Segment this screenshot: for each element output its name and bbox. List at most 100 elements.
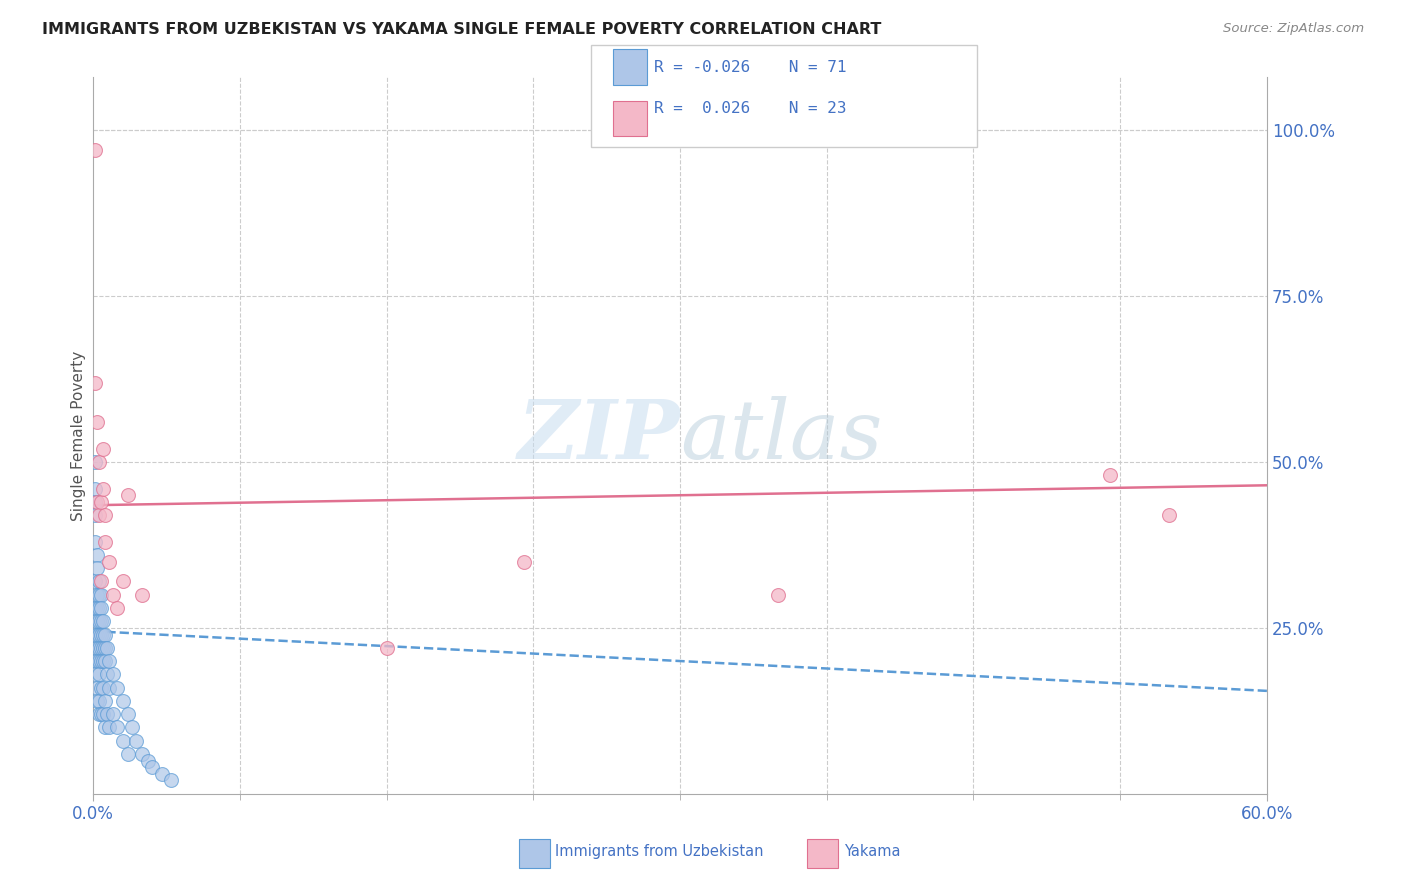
Point: [87, 574, 110, 589]
Point: [86, 561, 108, 575]
Point: [94, 694, 117, 708]
Text: atlas: atlas: [681, 395, 883, 475]
Point: [121, 720, 143, 734]
Point: [96, 667, 118, 681]
Point: [766, 588, 789, 602]
Point: [86, 681, 108, 695]
Point: [117, 747, 139, 761]
Point: [84, 482, 107, 496]
Point: [87, 667, 110, 681]
Point: [101, 707, 124, 722]
Point: [97, 555, 120, 569]
Point: [94, 508, 117, 523]
Point: [94, 534, 117, 549]
Point: [90, 601, 112, 615]
Text: Immigrants from Uzbekistan: Immigrants from Uzbekistan: [555, 844, 763, 859]
Point: [117, 707, 139, 722]
Point: [94, 627, 117, 641]
Point: [87, 601, 110, 615]
Point: [96, 640, 118, 655]
Text: Source: ZipAtlas.com: Source: ZipAtlas.com: [1223, 22, 1364, 36]
Y-axis label: Single Female Poverty: Single Female Poverty: [72, 351, 86, 521]
Point: [91, 640, 114, 655]
Point: [86, 495, 108, 509]
Point: [111, 694, 134, 708]
Point: [97, 654, 120, 668]
Point: [1099, 468, 1122, 483]
Point: [87, 508, 110, 523]
Point: [160, 773, 183, 788]
Text: R = -0.026    N = 71: R = -0.026 N = 71: [654, 60, 846, 75]
Point: [141, 760, 163, 774]
Point: [90, 707, 112, 722]
Point: [86, 588, 108, 602]
Text: ZIP: ZIP: [517, 395, 681, 475]
Point: [91, 681, 114, 695]
Point: [86, 415, 108, 429]
Point: [84, 627, 107, 641]
Point: [94, 720, 117, 734]
Point: [87, 455, 110, 469]
Point: [1159, 508, 1181, 523]
Text: IMMIGRANTS FROM UZBEKISTAN VS YAKAMA SINGLE FEMALE POVERTY CORRELATION CHART: IMMIGRANTS FROM UZBEKISTAN VS YAKAMA SIN…: [42, 22, 882, 37]
Point: [105, 681, 128, 695]
Point: [90, 640, 112, 655]
Point: [87, 640, 110, 655]
Point: [111, 574, 134, 589]
Point: [90, 574, 112, 589]
Point: [86, 548, 108, 562]
Point: [512, 555, 534, 569]
Point: [90, 654, 112, 668]
Point: [150, 766, 173, 780]
Point: [96, 707, 118, 722]
Point: [90, 681, 112, 695]
Point: [86, 694, 108, 708]
Point: [91, 614, 114, 628]
Point: [84, 376, 107, 390]
Point: [84, 455, 107, 469]
Point: [91, 654, 114, 668]
Point: [84, 508, 107, 523]
Point: [87, 588, 110, 602]
Point: [97, 720, 120, 734]
Point: [375, 640, 398, 655]
Point: [91, 482, 114, 496]
Point: [91, 442, 114, 456]
Point: [94, 640, 117, 655]
Point: [105, 601, 128, 615]
Point: [84, 574, 107, 589]
Point: [117, 488, 139, 502]
Point: [87, 694, 110, 708]
Point: [86, 601, 108, 615]
Point: [87, 654, 110, 668]
Point: [131, 588, 153, 602]
Point: [84, 654, 107, 668]
Point: [90, 495, 112, 509]
Point: [91, 707, 114, 722]
Point: [86, 640, 108, 655]
Point: [84, 534, 107, 549]
Point: [86, 627, 108, 641]
Point: [105, 720, 128, 734]
Point: [87, 627, 110, 641]
Point: [84, 667, 107, 681]
Point: [125, 733, 148, 747]
Point: [101, 667, 124, 681]
Point: [97, 681, 120, 695]
Point: [131, 747, 153, 761]
Point: [90, 588, 112, 602]
Text: Yakama: Yakama: [844, 844, 900, 859]
Point: [87, 614, 110, 628]
Point: [91, 627, 114, 641]
Point: [90, 627, 112, 641]
Point: [84, 495, 107, 509]
Point: [136, 754, 159, 768]
Point: [101, 588, 124, 602]
Point: [84, 601, 107, 615]
Point: [84, 144, 107, 158]
Point: [86, 614, 108, 628]
Point: [111, 733, 134, 747]
Point: [86, 654, 108, 668]
Text: R =  0.026    N = 23: R = 0.026 N = 23: [654, 102, 846, 116]
Point: [90, 614, 112, 628]
